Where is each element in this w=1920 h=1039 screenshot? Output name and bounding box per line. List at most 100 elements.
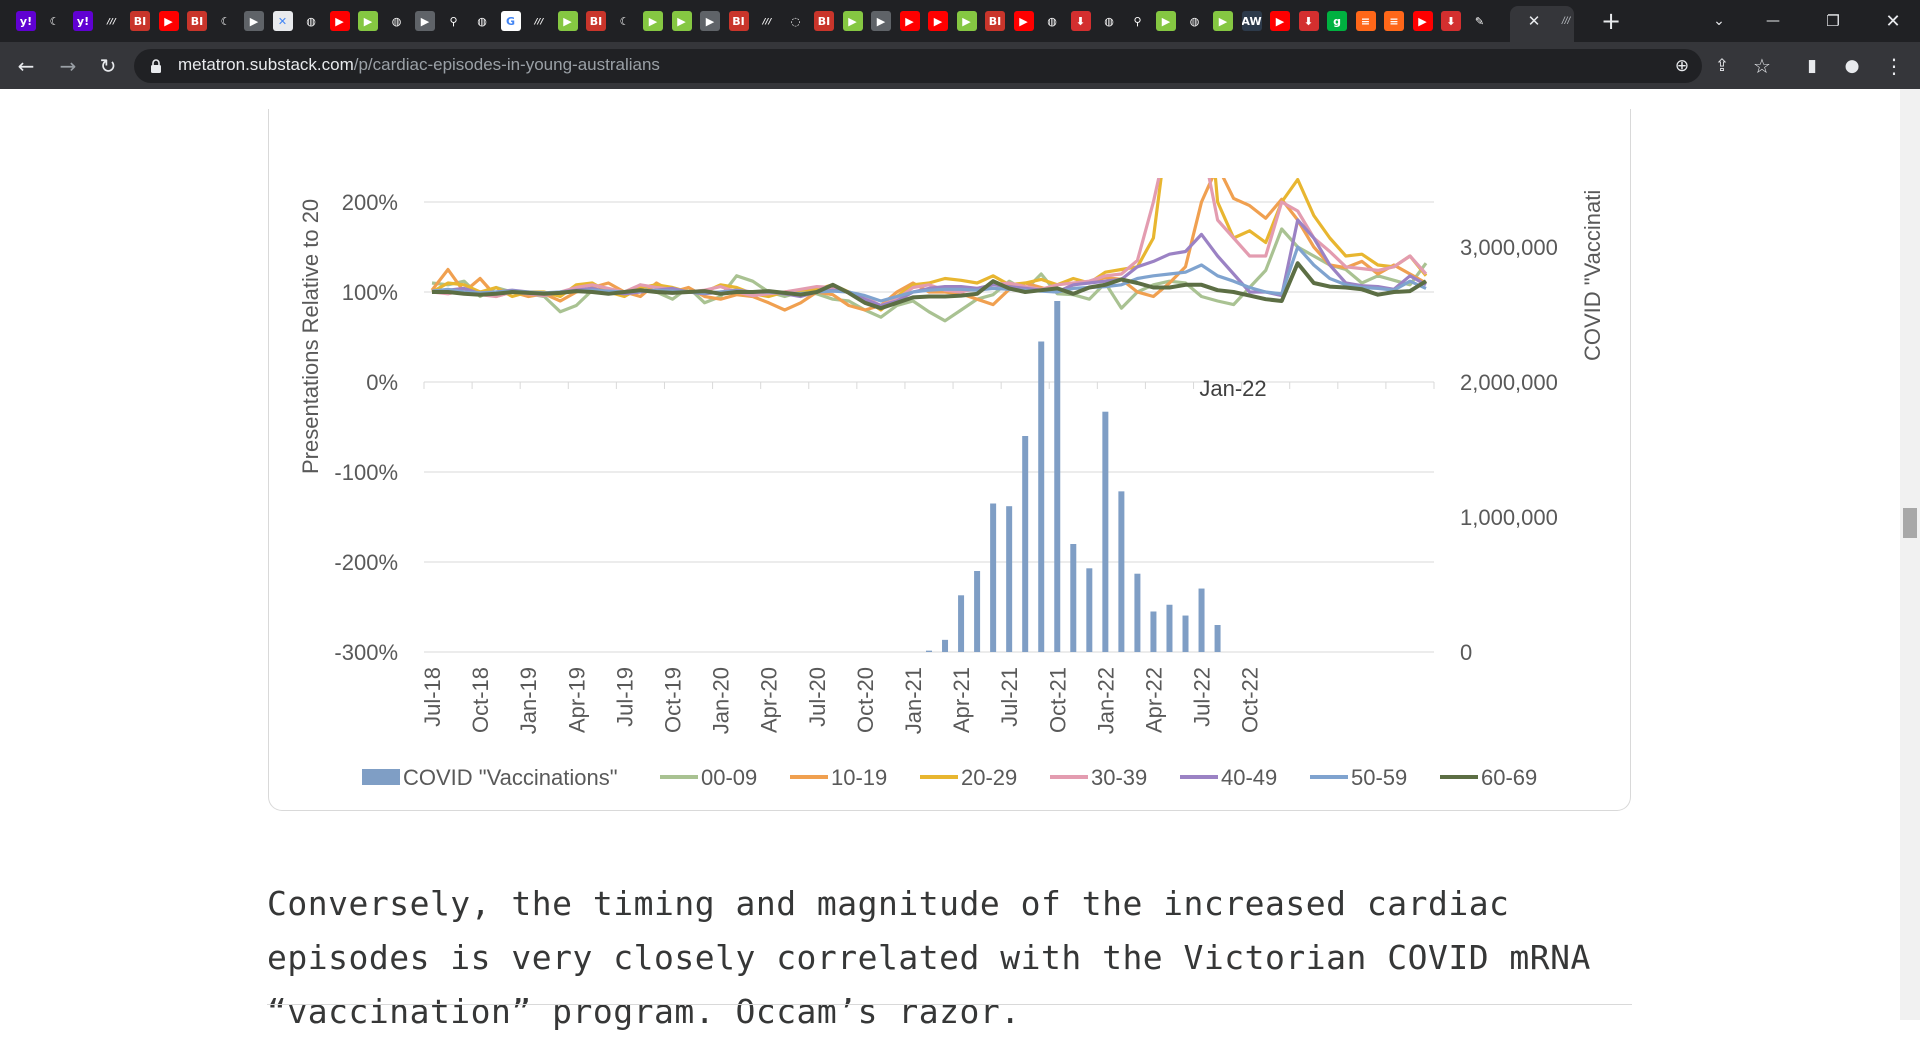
legend-label: 20-29 [961,765,1017,790]
active-tab-close-icon[interactable]: ✕ [1527,12,1541,30]
substack-icon[interactable]: ≡ [1355,11,1376,31]
scrollbar-thumb[interactable] [1903,508,1917,538]
vaccination-bar [1182,615,1189,652]
news-icon[interactable]: AW [1241,11,1262,31]
rumble-icon[interactable]: ▶ [557,11,578,31]
youtube-icon[interactable]: ▶ [1013,11,1034,31]
youtube-icon[interactable]: ▶ [928,11,948,31]
globe-icon[interactable]: ◍ [301,11,321,31]
flag-icon[interactable]: ▶ [871,11,891,31]
rumble-icon[interactable]: ▶ [671,11,692,31]
side-panel-icon[interactable]: ▮ [1807,56,1817,76]
feather-icon[interactable]: ✎ [1469,11,1490,31]
globe-icon[interactable]: ◍ [1184,11,1205,31]
yahoo-icon[interactable]: y! [73,11,93,31]
youtube-icon[interactable]: ▶ [158,11,179,31]
x-tick-label: Apr-19 [564,667,589,733]
legend-item: COVID "Vaccinations" [362,765,618,790]
y-left-tick-label: -200% [334,550,398,575]
bi-icon[interactable]: BI [814,11,834,31]
active-tab[interactable] [1510,6,1574,42]
new-tab-button[interactable]: + [1600,7,1622,35]
rumble-icon[interactable]: ▶ [1213,11,1233,31]
youtube-icon[interactable]: ▶ [1270,11,1290,31]
globe-icon[interactable]: ◍ [1099,11,1119,31]
bi-icon[interactable]: BI [187,11,207,31]
rumble-icon[interactable]: ▶ [358,11,378,31]
vaccination-bar [1086,568,1093,652]
x-tick-label: Jul-21 [997,667,1022,727]
yahoo-icon[interactable]: y! [16,11,36,31]
y-right-tick-label: 1,000,000 [1460,505,1558,530]
back-button[interactable]: ← [17,54,35,78]
legend-item: 20-29 [920,765,1017,790]
url-path: /p/cardiac-episodes-in-young-australians [353,55,660,74]
podcast-icon[interactable]: ⬇ [1070,11,1091,31]
vaccination-bar [1118,491,1125,652]
youtube-icon[interactable]: ▶ [329,11,350,31]
restore-button[interactable]: ❐ [1826,12,1840,30]
page-content: 200% 100% 0% -100% -200% -300% 3,000,000 2,000,… [0,89,1920,1031]
legend-item: 30-39 [1050,765,1147,790]
site-icon[interactable]: /// [101,11,122,31]
flag-icon[interactable]: ▶ [244,11,264,31]
globe-icon[interactable]: ◍ [1042,11,1062,31]
forward-button[interactable]: → [59,54,77,78]
bi-icon[interactable]: BI [586,11,606,31]
bi-icon[interactable]: BI [728,11,749,31]
shield-icon[interactable]: ☾ [614,11,635,31]
menu-icon[interactable]: ⋮ [1884,54,1904,78]
podcast-icon[interactable]: ⬇ [1298,11,1319,31]
youtube-icon[interactable]: ▶ [1412,11,1433,31]
y-left-tick-label: 0% [366,370,398,395]
shield-icon[interactable]: ☾ [215,11,236,31]
globe-icon[interactable]: ◍ [472,11,492,31]
flag-icon[interactable]: ▶ [415,11,435,31]
x-tick-label: Oct-19 [661,667,686,733]
substack-icon[interactable]: ≡ [1384,11,1404,31]
tab-search-button[interactable]: ⌄ [1713,13,1725,29]
vaccination-bar [926,650,932,652]
share-icon[interactable]: ⇪ [1714,56,1730,76]
podcast-icon[interactable]: ⬇ [1441,11,1461,31]
minimize-button[interactable]: — [1766,13,1780,29]
bi-icon[interactable]: BI [130,11,150,31]
y-right-tick-label: 2,000,000 [1460,370,1558,395]
site-icon[interactable]: ◌ [785,11,806,31]
inactive-tab-icon[interactable]: /// [1561,15,1571,27]
site-icon[interactable]: /// [529,11,549,31]
legend-label: 60-69 [1481,765,1537,790]
x-tick-label: Oct-22 [1238,667,1263,733]
rumble-icon[interactable]: ▶ [643,11,663,31]
x-icon[interactable]: ✕ [272,11,293,31]
flag-icon[interactable]: ▶ [700,11,720,31]
profile-icon[interactable]: ● [1844,56,1860,76]
address-bar[interactable] [134,49,1702,83]
google-icon[interactable]: G [500,11,521,31]
x-tick-label: Jul-20 [805,667,830,727]
g-icon[interactable]: g [1327,11,1347,31]
search-icon[interactable]: ⚲ [443,11,464,31]
bi-icon[interactable]: BI [985,11,1005,31]
rumble-icon[interactable]: ▶ [842,11,863,31]
x-tick-label: Jan-22 [1093,667,1118,734]
url-text[interactable]: metatron.substack.com/p/cardiac-episodes… [178,55,660,75]
youtube-icon[interactable]: ▶ [899,11,920,31]
close-window-button[interactable]: ✕ [1885,10,1901,32]
zoom-icon[interactable]: ⊕ [1674,56,1690,76]
search-icon[interactable]: ⚲ [1127,11,1148,31]
legend-item: 00-09 [660,765,757,790]
legend-item: 50-59 [1310,765,1407,790]
globe-icon[interactable]: ◍ [386,11,407,31]
rumble-icon[interactable]: ▶ [1156,11,1176,31]
shield-icon[interactable]: ☾ [44,11,65,31]
bookmark-star-icon[interactable]: ☆ [1753,54,1771,78]
site-icon[interactable]: /// [757,11,777,31]
x-tick-label: Jan-20 [709,667,734,734]
page-scrollbar[interactable] [1900,89,1920,1020]
rumble-icon[interactable]: ▶ [956,11,977,31]
vaccination-bar [1150,611,1157,652]
y-left-axis-title: Presentations Relative to 20 [298,199,323,474]
y-left-tick-label: -300% [334,640,398,665]
reload-button[interactable]: ↻ [99,54,117,78]
